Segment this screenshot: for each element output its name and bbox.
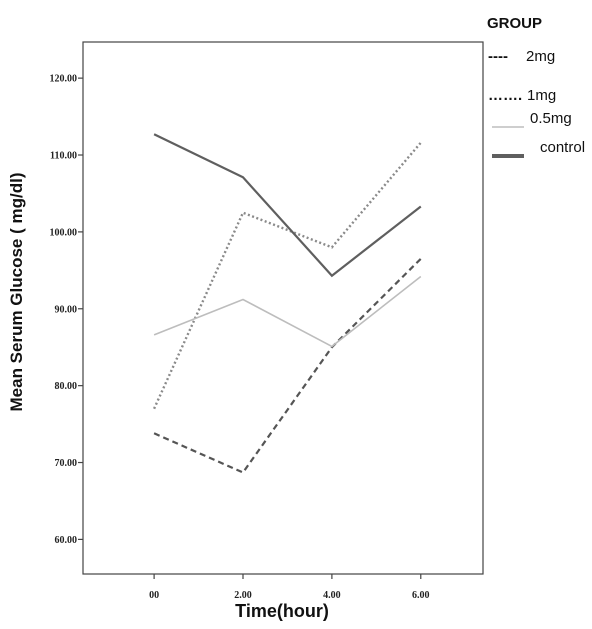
legend-marker-1mg: …….: [488, 87, 522, 104]
x-tick-label: 4.00: [323, 590, 341, 601]
x-tick-label: 00: [149, 590, 159, 601]
series-lines: [153, 133, 422, 474]
legend-label-0-5mg: 0.5mg: [530, 110, 572, 127]
y-axis-title: Mean Serum Glucose ( mg/dl): [7, 173, 26, 412]
x-tick-label: 2.00: [234, 590, 252, 601]
x-tick-label: 6.00: [412, 590, 430, 601]
y-tick-label: 120.00: [50, 74, 78, 85]
y-axis-ticks: 60.00 70.00 80.00 90.00 100.00 110.00 120.00: [50, 74, 83, 546]
series-line-control: [153, 133, 422, 278]
y-tick-label: 90.00: [55, 304, 78, 315]
y-tick-label: 80.00: [55, 381, 78, 392]
legend-title: GROUP: [487, 15, 542, 32]
legend-label-1mg: 1mg: [527, 87, 556, 104]
legend: GROUP ---- 2mg ……. 1mg 0.5mg control: [487, 15, 585, 158]
y-tick-label: 100.00: [50, 227, 78, 238]
x-axis-ticks: 00 2.00 4.00 6.00: [149, 574, 430, 601]
series-line-1mg: [153, 141, 422, 410]
legend-marker-2mg: ----: [488, 48, 508, 65]
y-tick-label: 110.00: [50, 151, 77, 162]
plot-frame: [82, 41, 484, 575]
x-axis-title: Time(hour): [235, 601, 329, 621]
series-line-2mg: [153, 258, 422, 474]
y-tick-label: 60.00: [55, 535, 78, 546]
legend-label-control: control: [540, 139, 585, 156]
y-tick-label: 70.00: [55, 458, 78, 469]
legend-label-2mg: 2mg: [526, 48, 555, 65]
series-line-0-5mg: [153, 275, 422, 348]
